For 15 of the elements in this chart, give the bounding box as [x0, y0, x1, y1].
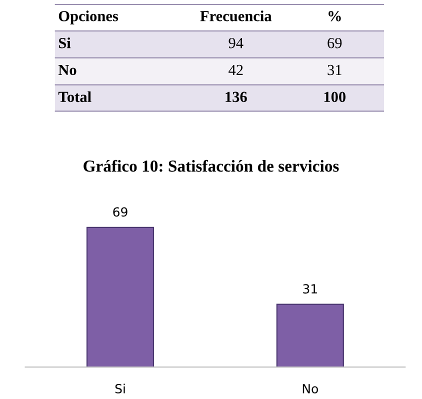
text: 69 [328, 38, 342, 48]
text: 100 [324, 92, 346, 102]
text: No [58, 64, 76, 76]
data-label: 31 [303, 284, 317, 294]
chart-title: Gráfico 10: Satisfacción de servicios [84, 160, 339, 172]
text: Si [58, 37, 71, 48]
data-label: 69 [113, 207, 128, 217]
text: Total [58, 91, 92, 102]
text: Frecuencia [200, 10, 272, 22]
text: 94 [228, 38, 244, 48]
text: 42 [228, 64, 243, 75]
text: Opciones [58, 10, 118, 24]
text: % [328, 10, 341, 22]
text: 136 [226, 92, 247, 102]
text: 31 [328, 64, 342, 76]
